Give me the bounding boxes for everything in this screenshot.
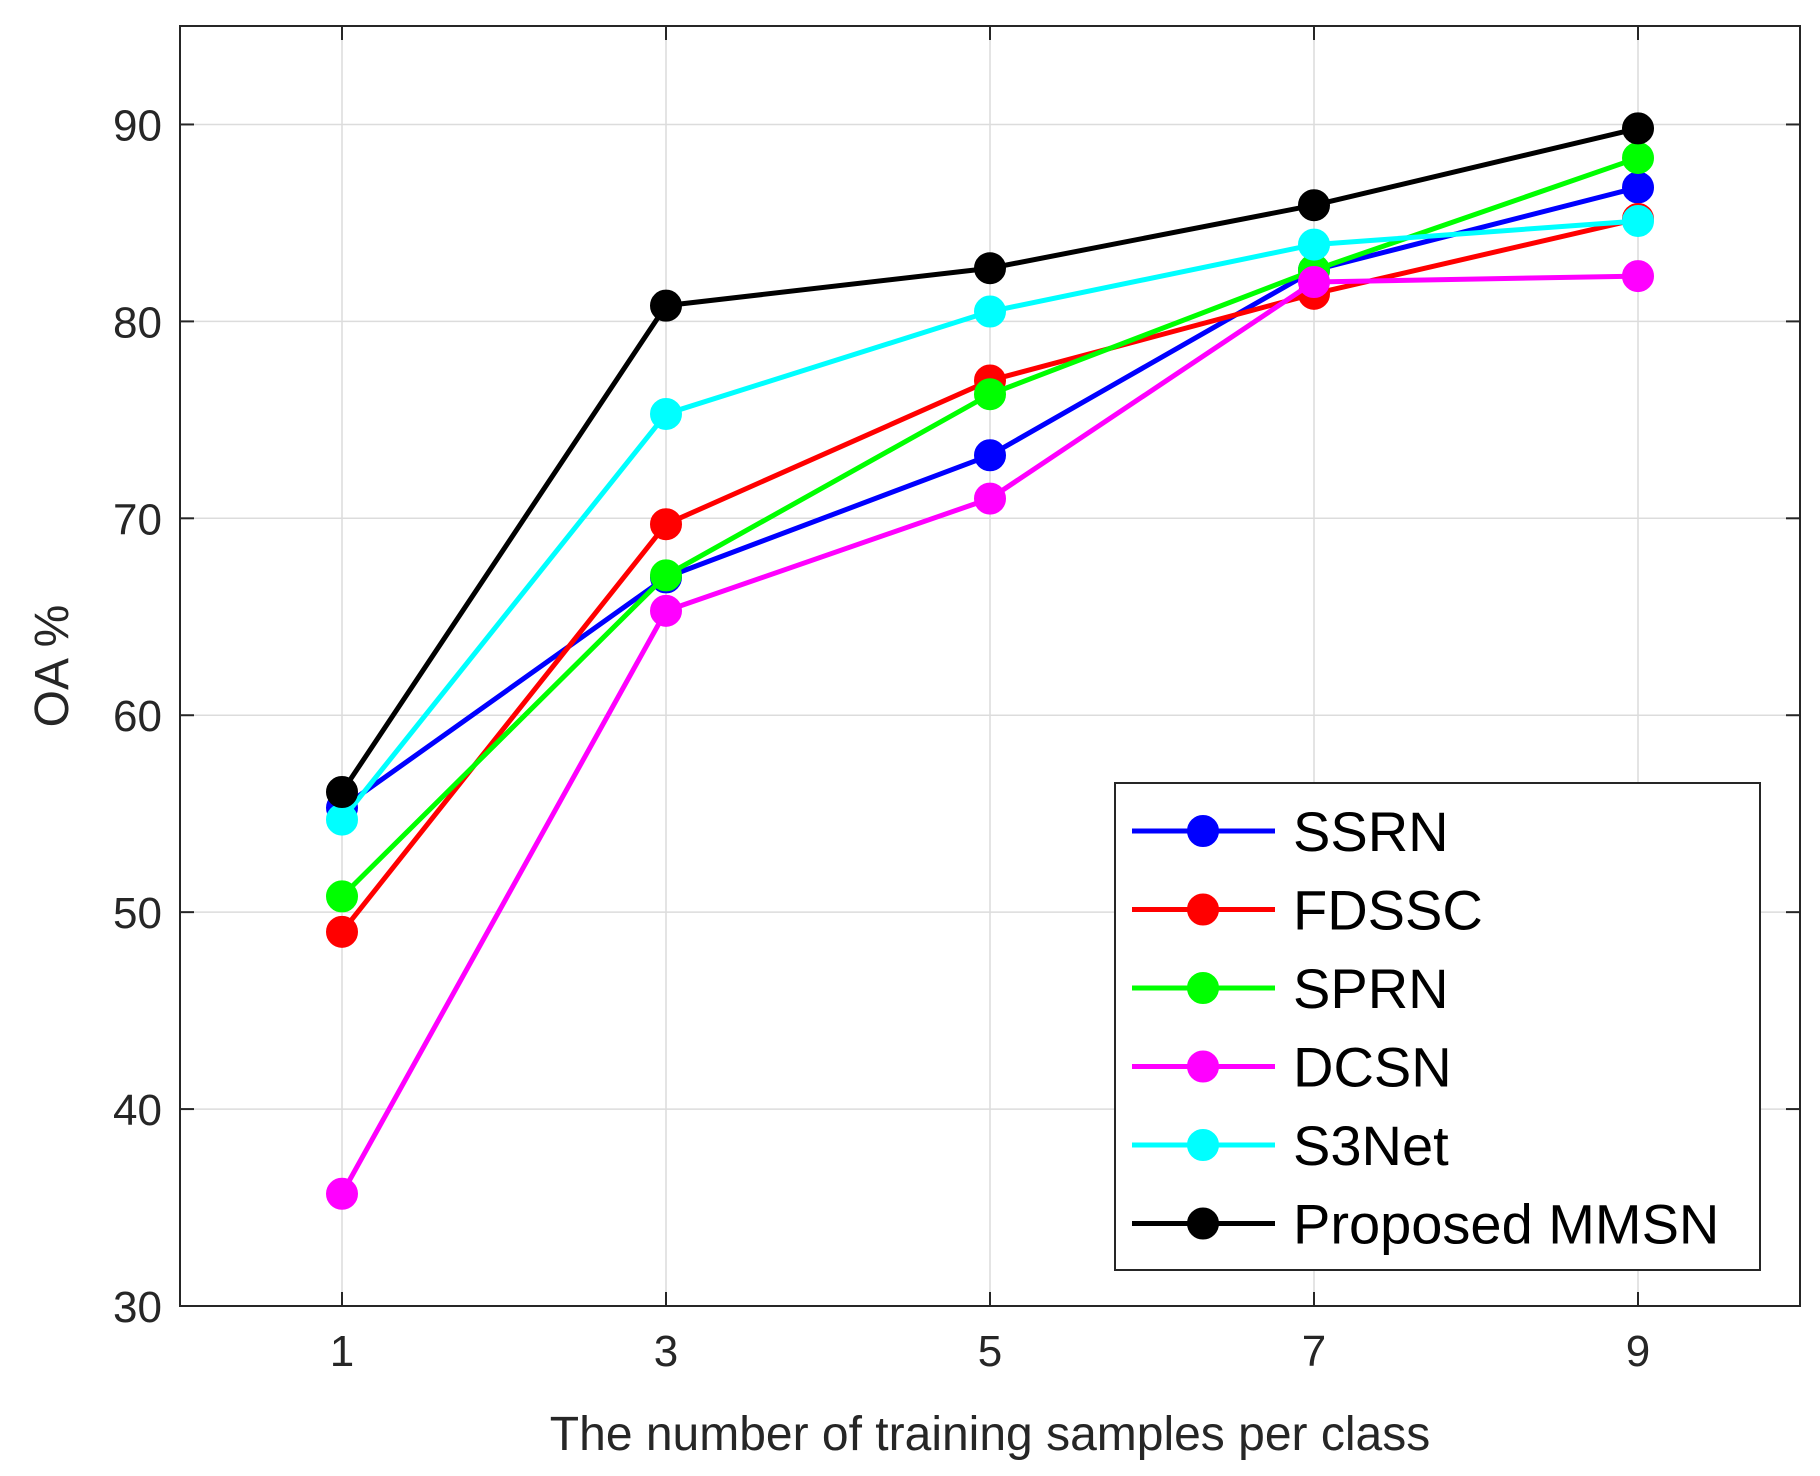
legend-label: S3Net xyxy=(1293,1114,1449,1177)
axes: 1 3 5 7 9 30 40 50 60 70 80 90 xyxy=(113,26,1800,1376)
x-tick-label: 7 xyxy=(1302,1327,1326,1376)
y-tick-label: 30 xyxy=(113,1283,162,1332)
data-point xyxy=(650,397,682,430)
series-layer xyxy=(326,112,1654,1210)
x-tick-label: 3 xyxy=(654,1327,678,1376)
x-tick-label: 9 xyxy=(1626,1327,1650,1376)
y-tick-label: 40 xyxy=(113,1086,162,1135)
legend: SSRN FDSSC SPRN DCSN S3Net Proposed MMSN xyxy=(1114,782,1761,1271)
legend-item: SPRN xyxy=(1132,957,1449,1020)
legend-marker xyxy=(1187,1207,1219,1240)
data-point xyxy=(974,378,1006,411)
x-tick-label: 5 xyxy=(978,1327,1002,1376)
data-point xyxy=(650,508,682,541)
legend-marker xyxy=(1187,972,1219,1004)
legend-box xyxy=(1114,782,1761,1271)
legend-item: FDSSC xyxy=(1132,879,1483,942)
data-point xyxy=(1622,260,1654,293)
legend-label: SPRN xyxy=(1293,957,1449,1020)
data-point xyxy=(1622,171,1654,204)
legend-item: S3Net xyxy=(1132,1114,1449,1177)
y-tick-label: 70 xyxy=(113,495,162,544)
data-point xyxy=(326,776,358,809)
x-axis-title: The number of training samples per class xyxy=(550,1408,1430,1461)
data-point xyxy=(326,880,358,913)
legend-label: DCSN xyxy=(1293,1036,1452,1099)
data-point xyxy=(1298,189,1330,222)
data-point xyxy=(326,1177,358,1210)
y-tick-label: 60 xyxy=(113,692,162,741)
data-point xyxy=(326,803,358,836)
y-tick-label: 50 xyxy=(113,889,162,938)
data-point xyxy=(650,289,682,322)
data-point xyxy=(974,252,1006,285)
data-point xyxy=(650,559,682,592)
series-dcsn xyxy=(326,260,1654,1210)
series-proposed-mmsn xyxy=(326,112,1654,809)
legend-item: Proposed MMSN xyxy=(1132,1193,1719,1256)
data-point xyxy=(974,482,1006,515)
data-point xyxy=(974,439,1006,472)
legend-marker xyxy=(1187,893,1219,926)
legend-label: SSRN xyxy=(1293,800,1449,863)
y-axis-title: OA % xyxy=(26,605,79,728)
data-point xyxy=(1622,112,1654,145)
y-tick-label: 90 xyxy=(113,101,162,150)
data-point xyxy=(1298,266,1330,298)
data-point xyxy=(974,295,1006,328)
legend-item: SSRN xyxy=(1132,800,1449,863)
y-tick-label: 80 xyxy=(113,298,162,347)
legend-marker xyxy=(1187,1050,1219,1083)
legend-label: Proposed MMSN xyxy=(1293,1193,1719,1256)
legend-marker xyxy=(1187,1129,1219,1161)
data-point xyxy=(1622,141,1654,174)
data-point xyxy=(1622,204,1654,237)
x-tick-label: 1 xyxy=(330,1327,354,1376)
data-point xyxy=(1298,228,1330,261)
legend-marker xyxy=(1187,815,1219,847)
data-point xyxy=(326,915,358,948)
data-point xyxy=(650,594,682,627)
series-s3net xyxy=(326,204,1654,836)
legend-item: DCSN xyxy=(1132,1036,1452,1099)
legend-label: FDSSC xyxy=(1293,879,1483,942)
